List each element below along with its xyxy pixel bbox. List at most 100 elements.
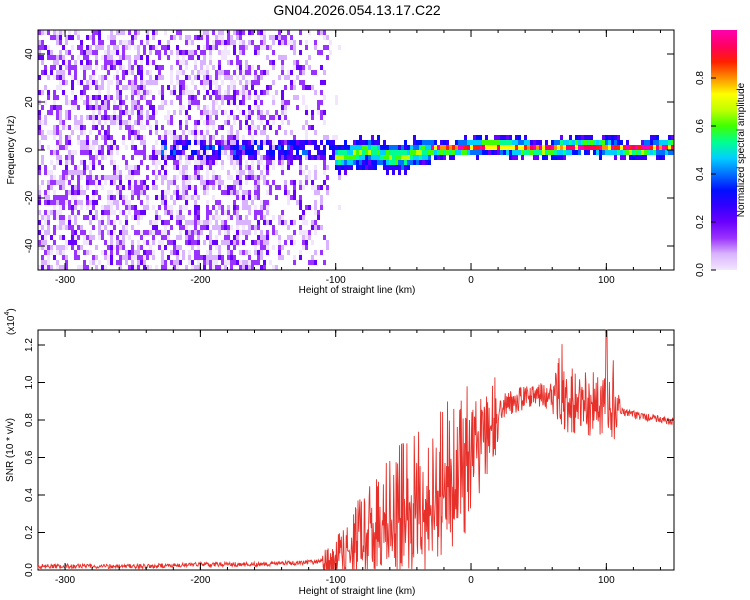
spectrogram-cell <box>65 100 68 105</box>
spectrogram-cell <box>191 55 194 60</box>
spectrogram-cell <box>299 225 302 230</box>
spectrogram-cell <box>524 140 527 145</box>
spectrogram-cell <box>314 90 317 95</box>
spectrogram-cell <box>251 225 254 230</box>
spectrogram-cell <box>161 105 164 110</box>
spectrogram-cell <box>212 195 215 200</box>
spectrogram-cell <box>383 150 386 155</box>
spectrogram-cell <box>218 105 221 110</box>
spectrogram-cell <box>185 235 188 240</box>
spectrogram-cell <box>410 155 413 160</box>
spectrogram-cell <box>176 220 179 225</box>
spectrogram-cell <box>104 115 107 120</box>
spectrogram-cell <box>146 110 149 115</box>
spectrogram-cell <box>83 125 86 130</box>
spectrogram-cell <box>362 165 365 170</box>
spectrogram-cell <box>644 155 647 160</box>
spectrogram-cell <box>326 240 329 245</box>
spectrogram-cell <box>233 180 236 185</box>
spectrogram-cell <box>206 225 209 230</box>
spectrogram-cell <box>248 230 251 235</box>
spectrogram-cell <box>374 145 377 150</box>
spectrogram-cell <box>539 150 542 155</box>
spectrogram-cell <box>263 240 266 245</box>
spectrogram-cell <box>104 120 107 125</box>
spectrogram-cell <box>599 155 602 160</box>
spectrogram-cell <box>203 155 206 160</box>
spectrogram-cell <box>140 160 143 165</box>
spectrogram-cell <box>287 70 290 75</box>
spectrogram-cell <box>317 210 320 215</box>
spectrogram-cell <box>383 140 386 145</box>
spectrogram-cell <box>386 145 389 150</box>
spectrogram-cell <box>164 140 167 145</box>
spectrogram-cell <box>296 145 299 150</box>
spectrogram-cell <box>77 250 80 255</box>
spectrogram-cell <box>50 70 53 75</box>
spectrogram-cell <box>659 155 662 160</box>
spectrogram-cell <box>140 115 143 120</box>
spectrogram-cell <box>278 115 281 120</box>
spectrogram-cell <box>137 85 140 90</box>
spectrogram-cell <box>59 145 62 150</box>
spectrogram-cell <box>104 240 107 245</box>
spectrogram-cell <box>125 220 128 225</box>
spectrogram-cell <box>416 140 419 145</box>
spectrogram-cell <box>83 90 86 95</box>
spectrogram-cell <box>233 95 236 100</box>
spectrogram-cell <box>290 160 293 165</box>
spectrogram-cell <box>326 35 329 40</box>
spectrogram-cell <box>230 80 233 85</box>
spectrogram-cell <box>467 150 470 155</box>
spectrogram-cell <box>71 205 74 210</box>
spectrogram-cell <box>356 140 359 145</box>
spectrogram-cell <box>203 35 206 40</box>
spectrogram-cell <box>518 140 521 145</box>
spectrogram-cell <box>197 100 200 105</box>
spectrogram-cell <box>113 195 116 200</box>
spectrogram-cell <box>200 175 203 180</box>
spectrogram-cell <box>53 95 56 100</box>
spectrogram-cell <box>527 140 530 145</box>
spectrogram-cell <box>242 220 245 225</box>
spectrogram-cell <box>176 155 179 160</box>
spectrogram-cell <box>512 145 515 150</box>
spectrogram-cell <box>185 90 188 95</box>
spectrogram-cell <box>77 255 80 260</box>
spectrogram-cell <box>218 230 221 235</box>
spectrogram-cell <box>68 65 71 70</box>
spectrogram-cell <box>134 230 137 235</box>
spectrogram-cell <box>275 195 278 200</box>
spectrogram-cell <box>248 265 251 270</box>
spectrogram-cell <box>107 80 110 85</box>
spectrogram-cell <box>95 245 98 250</box>
spectrogram-cell <box>194 215 197 220</box>
spectrogram-cell <box>59 130 62 135</box>
spectrogram-cell <box>239 65 242 70</box>
spectrogram-cell <box>71 155 74 160</box>
spectrogram-cell <box>188 100 191 105</box>
spectrogram-cell <box>341 160 344 165</box>
spectrogram-cell <box>203 80 206 85</box>
spectrogram-cell <box>239 80 242 85</box>
spectrogram-cell <box>41 215 44 220</box>
spectrogram-cell <box>287 145 290 150</box>
spectrogram-cell <box>275 115 278 120</box>
spectrogram-cell <box>68 200 71 205</box>
spectrogram-cell <box>290 40 293 45</box>
spectrogram-cell <box>218 225 221 230</box>
colorbar-ticks: 0.00.20.40.60.8 <box>695 71 716 277</box>
spectrogram-cell <box>221 35 224 40</box>
spectrogram-cell <box>212 180 215 185</box>
spectrogram-cell <box>185 35 188 40</box>
spectrogram-cell <box>320 65 323 70</box>
spectrogram-cell <box>590 145 593 150</box>
spectrogram-cell <box>404 150 407 155</box>
spectrogram-cell <box>236 75 239 80</box>
spectrogram-cell <box>68 180 71 185</box>
spectrogram-cell <box>110 95 113 100</box>
spectrogram-cell <box>200 115 203 120</box>
spectrogram-cell <box>74 235 77 240</box>
spectrogram-cell <box>221 30 224 35</box>
spectrogram-cell <box>113 180 116 185</box>
